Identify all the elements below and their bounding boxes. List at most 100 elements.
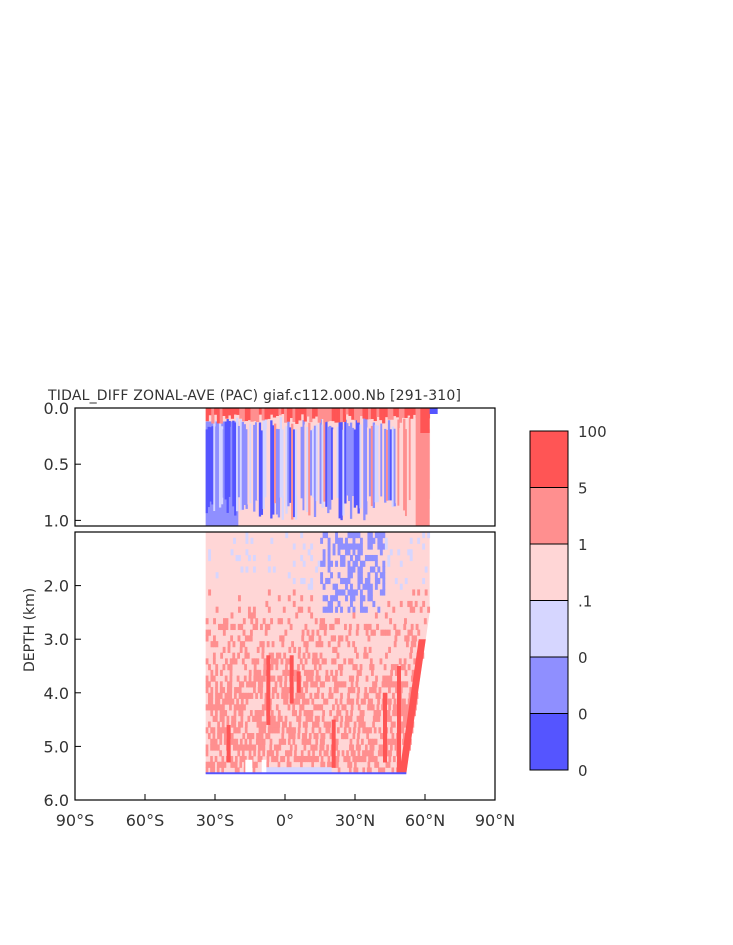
upper-arctic-cell xyxy=(429,408,438,414)
lower-cell xyxy=(399,583,403,590)
lower-cell xyxy=(373,727,377,734)
colorbar-label: .1 xyxy=(578,593,592,611)
lower-cell xyxy=(315,704,319,711)
lower-cell xyxy=(369,537,373,544)
lower-cell xyxy=(287,750,290,757)
lower-cell xyxy=(340,606,343,613)
lower-cell xyxy=(402,704,406,711)
lower-cell xyxy=(427,532,431,539)
lower-cell xyxy=(258,738,261,745)
lower-cell xyxy=(314,658,318,665)
lower-cell xyxy=(264,623,268,631)
lower-cell xyxy=(394,744,398,751)
upper-streak xyxy=(397,419,400,506)
lower-cell xyxy=(332,595,336,602)
lower-cell xyxy=(325,721,329,728)
lower-cell xyxy=(346,698,350,705)
lower-cell xyxy=(307,549,311,556)
lower-cell xyxy=(279,681,283,688)
lower-cell xyxy=(409,606,413,613)
lower-cell xyxy=(293,727,296,734)
lower-cell xyxy=(407,664,411,671)
lower-cell xyxy=(234,687,237,694)
lower-cell xyxy=(379,549,383,556)
lower-cell xyxy=(240,623,244,631)
lower-cell xyxy=(264,704,267,711)
lower-cell xyxy=(314,692,317,699)
lower-cell xyxy=(378,687,382,694)
lower-cell xyxy=(265,733,269,740)
lower-cell xyxy=(312,721,315,728)
lower-cell xyxy=(275,658,279,665)
upper-streak xyxy=(215,426,218,520)
upper-streak xyxy=(270,420,273,519)
lower-red-column xyxy=(383,692,387,763)
lower-cell xyxy=(379,658,383,665)
lower-cell xyxy=(253,669,257,676)
lower-cell xyxy=(262,738,266,745)
lower-cell xyxy=(394,635,398,642)
lower-cell xyxy=(273,755,277,763)
lower-cell xyxy=(399,600,403,608)
upper-streak xyxy=(384,428,387,503)
upper-streak xyxy=(349,422,353,519)
lower-cell xyxy=(216,767,220,774)
lower-cell xyxy=(321,692,325,699)
lower-cell xyxy=(365,652,369,659)
lower-cell xyxy=(306,629,310,636)
lower-cell xyxy=(273,715,276,722)
lower-cell xyxy=(330,572,333,579)
lower-bottom-strip xyxy=(261,767,332,774)
lower-cell xyxy=(229,687,233,694)
lower-cell xyxy=(407,698,411,705)
lower-cell xyxy=(391,681,394,688)
lower-cell xyxy=(358,715,362,722)
lower-cell xyxy=(357,583,361,590)
upper-streak xyxy=(237,425,241,498)
upper-streak xyxy=(325,421,328,507)
lower-cell xyxy=(208,554,212,562)
lower-cell xyxy=(389,618,393,625)
lower-cell xyxy=(281,727,285,734)
lower-cell xyxy=(255,738,259,745)
lower-cell xyxy=(369,554,373,562)
upper-streak xyxy=(406,426,410,517)
lower-cell xyxy=(214,738,218,745)
lower-cell xyxy=(347,761,350,768)
lower-cell xyxy=(377,566,381,573)
lower-cell xyxy=(261,652,265,659)
upper-surface-cell xyxy=(219,408,223,424)
lower-cell xyxy=(337,600,341,608)
lower-cell xyxy=(404,721,408,728)
lower-cell xyxy=(307,715,311,722)
lower-cell xyxy=(210,669,214,676)
upper-panel: 0.0 0.5 1.0 xyxy=(44,399,496,530)
lower-cell xyxy=(330,606,333,613)
lower-cell xyxy=(350,543,353,550)
lower-cell xyxy=(210,641,214,648)
lower-cell xyxy=(316,755,319,763)
lower-cell xyxy=(374,761,377,768)
upper-surface-cell xyxy=(300,408,305,415)
lower-cell xyxy=(262,750,265,757)
lower-cell xyxy=(305,646,309,653)
lower-cell xyxy=(235,738,239,745)
lower-cell xyxy=(256,710,260,717)
upper-streak xyxy=(401,418,404,513)
lower-cell xyxy=(212,658,216,665)
lower-cell xyxy=(315,733,319,740)
upper-surface-cell xyxy=(258,408,263,415)
lower-cell xyxy=(325,675,328,682)
lower-cell xyxy=(362,595,366,602)
lower-cell xyxy=(409,687,413,694)
lower-cell xyxy=(345,595,348,602)
lower-cell xyxy=(320,733,324,740)
upper-surface-cell xyxy=(328,408,333,421)
lower-cell xyxy=(305,721,308,728)
lower-cell xyxy=(258,675,261,682)
lower-cell xyxy=(333,658,337,665)
lower-cell xyxy=(327,675,331,682)
upper-streak xyxy=(283,419,286,497)
lower-cell xyxy=(231,698,235,705)
